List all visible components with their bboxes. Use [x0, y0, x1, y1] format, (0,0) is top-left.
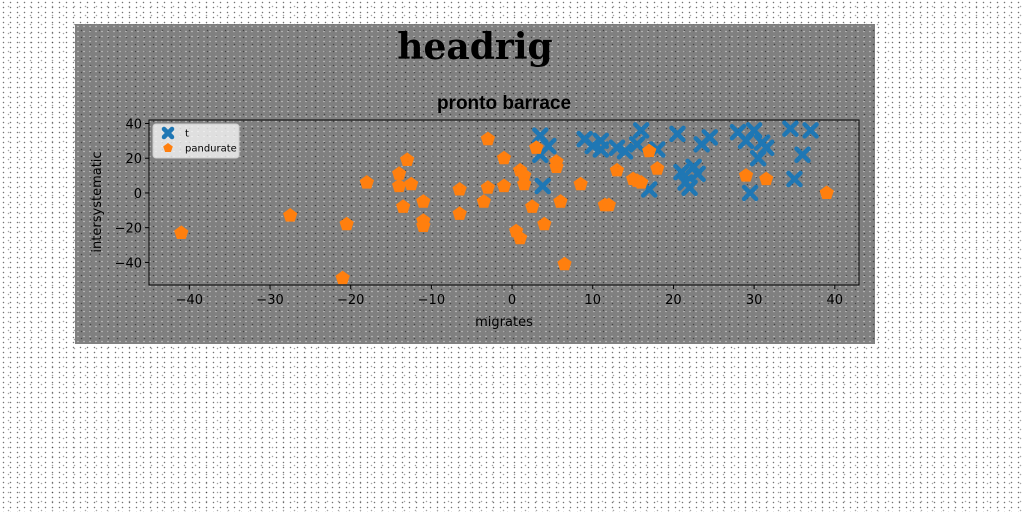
- data-point: [757, 139, 775, 157]
- data-point: [819, 185, 834, 199]
- data-point: [525, 199, 540, 213]
- y-tick-label: 0: [134, 187, 142, 202]
- data-point: [537, 216, 552, 231]
- x-tick-label: 40: [827, 293, 844, 308]
- data-point: [517, 168, 532, 182]
- data-point: [786, 170, 803, 188]
- data-point: [553, 194, 568, 208]
- x-tick-label: −20: [337, 293, 364, 308]
- data-point: [534, 177, 551, 195]
- data-point: [359, 175, 374, 189]
- x-tick-label: 10: [584, 293, 601, 308]
- data-point: [452, 182, 467, 196]
- legend-marker-pandurate: [163, 143, 173, 152]
- legend-label-pandurate: pandurate: [185, 144, 237, 155]
- x-axis: −40 −30 −20 −10 0 10 20 30 40: [176, 285, 843, 308]
- data-point: [404, 176, 419, 191]
- data-point: [476, 194, 491, 208]
- data-point: [496, 150, 512, 165]
- series-t: [532, 120, 819, 202]
- y-tick-label: −40: [115, 256, 142, 271]
- data-point: [480, 131, 495, 146]
- data-point: [681, 179, 698, 196]
- legend-marker-t: [161, 126, 175, 140]
- chart-title: pronto barrace: [437, 93, 571, 114]
- y-axis: −40 −20 0 20 40: [115, 117, 149, 271]
- y-axis-label: intersystematic: [90, 151, 105, 252]
- data-point: [335, 270, 350, 285]
- data-point: [392, 178, 407, 193]
- data-point: [650, 161, 665, 175]
- data-point: [283, 208, 298, 222]
- data-point: [339, 216, 354, 231]
- data-points: [174, 120, 834, 285]
- data-point: [601, 197, 616, 212]
- data-point: [741, 184, 759, 202]
- data-point: [513, 230, 528, 245]
- series-pandurate: [174, 131, 834, 285]
- data-point: [573, 176, 588, 191]
- data-point: [759, 171, 774, 186]
- x-tick-label: −40: [176, 293, 203, 308]
- data-point: [557, 256, 572, 271]
- figure-title: headrig: [397, 26, 552, 68]
- legend-label-t: t: [185, 129, 189, 140]
- data-point: [592, 141, 610, 158]
- data-point: [634, 175, 649, 189]
- plot-area: [148, 119, 860, 286]
- data-point: [416, 194, 431, 208]
- x-tick-label: −30: [256, 293, 283, 308]
- data-point: [480, 180, 495, 194]
- data-point: [416, 218, 431, 232]
- data-point: [529, 140, 544, 154]
- x-tick-label: −10: [418, 293, 445, 308]
- x-tick-label: 20: [665, 293, 682, 308]
- x-tick-label: 0: [508, 293, 516, 308]
- scatter-chart: headrig pronto barrace −40 −30 −20 −10 0 10 20…: [90, 26, 860, 330]
- data-point: [628, 136, 646, 153]
- data-point: [689, 165, 706, 183]
- y-tick-label: −20: [115, 222, 142, 237]
- data-point: [392, 166, 407, 180]
- legend: t pandurate: [152, 123, 240, 159]
- data-point: [738, 168, 754, 182]
- data-point: [632, 122, 650, 139]
- data-point: [616, 143, 634, 160]
- data-point: [496, 178, 512, 193]
- data-point: [608, 139, 626, 157]
- data-point: [642, 143, 657, 158]
- data-point: [517, 176, 532, 191]
- y-tick-label: 20: [125, 152, 142, 167]
- data-point: [174, 225, 189, 239]
- data-point: [452, 206, 467, 220]
- data-point: [396, 199, 411, 213]
- data-point: [549, 154, 564, 168]
- x-tick-label: 30: [746, 293, 763, 308]
- y-tick-label: 40: [125, 117, 142, 132]
- data-point: [400, 152, 415, 166]
- data-point: [745, 122, 763, 139]
- x-axis-label: migrates: [475, 315, 533, 330]
- legend-box: [152, 123, 240, 159]
- data-point: [802, 122, 819, 139]
- data-point: [609, 162, 625, 177]
- data-point: [782, 120, 799, 137]
- figure: headrig pronto barrace −40 −30 −20 −10 0 10 20…: [75, 24, 875, 344]
- data-point: [794, 146, 811, 163]
- data-point: [669, 125, 686, 143]
- data-point: [701, 129, 718, 146]
